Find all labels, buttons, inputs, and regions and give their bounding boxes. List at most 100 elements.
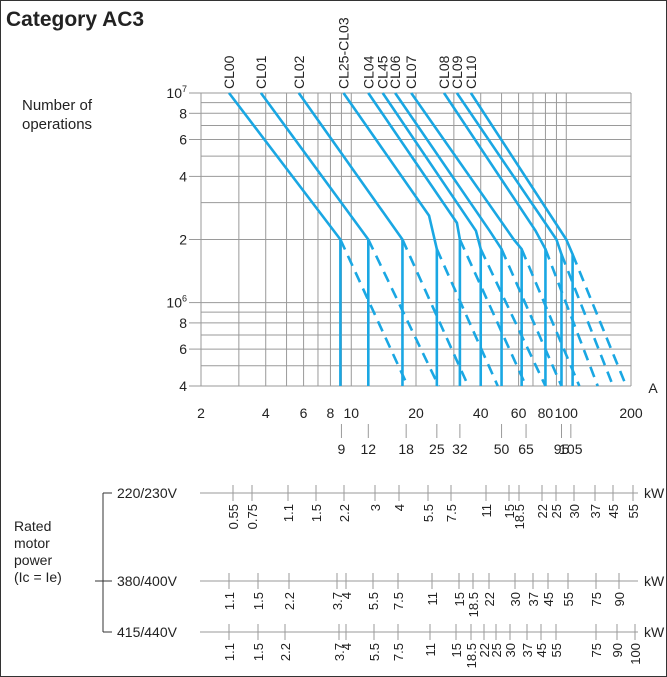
power-value-label: 4 (339, 592, 354, 599)
power-value-label: 15 (452, 592, 467, 606)
series-label: CL06 (387, 55, 403, 89)
power-value-label: 3.7 (330, 592, 345, 610)
x-axis-unit-label: A (648, 380, 658, 396)
x-tick-label: 200 (619, 405, 643, 421)
power-unit-label: kW (644, 573, 665, 589)
series-cl45-solid (381, 92, 483, 386)
series-cl07-solid (410, 92, 523, 386)
series-label: CL07 (403, 55, 419, 89)
rated-current-label: 18 (398, 441, 414, 457)
chart-title: Category AC3 (6, 8, 145, 31)
series-label: CL04 (360, 55, 376, 89)
rated-label-line: Rated (14, 518, 52, 534)
series-cl00-dashed (339, 238, 409, 387)
power-value-label: 37 (526, 592, 541, 606)
power-value-label: 30 (508, 592, 523, 606)
series-label: CL25-CL03 (335, 17, 351, 89)
power-value-label: 1.5 (309, 504, 324, 522)
x-tick-label: 4 (262, 405, 270, 421)
power-value-label: 4 (339, 643, 354, 650)
power-value-label: 1.1 (222, 643, 237, 661)
rated-label-line: (Ic = Ie) (14, 569, 62, 585)
y-tick-label: 4 (179, 168, 187, 184)
y-tick-label: 8 (179, 105, 187, 121)
power-value-label: 45 (541, 592, 556, 606)
series-cl45-dashed (479, 248, 547, 387)
power-value-label: 5.5 (367, 643, 382, 661)
y-tick-label: 107 (166, 84, 187, 101)
rated-current-label: 25 (429, 441, 445, 457)
power-value-label: 1.5 (251, 643, 266, 661)
y-tick-label: 4 (179, 378, 187, 394)
power-value-label: 100 (628, 643, 643, 665)
rated-label-line: power (14, 552, 53, 568)
voltage-label: 380/400V (117, 573, 178, 589)
x-tick-label: 100 (555, 405, 579, 421)
series-cl04-dashed (458, 238, 528, 387)
y-tick-label: 8 (179, 315, 187, 331)
power-value-label: 25 (489, 643, 504, 657)
power-value-label: 3 (368, 504, 383, 511)
x-tick-label: 6 (300, 405, 308, 421)
power-value-label: 2.2 (278, 643, 293, 661)
x-tick-label: 80 (538, 405, 554, 421)
power-value-label: 18.5 (512, 504, 527, 529)
x-tick-label: 60 (511, 405, 527, 421)
power-value-label: 7.5 (391, 592, 406, 610)
power-value-label: 2.2 (282, 592, 297, 610)
x-tick-label: 20 (408, 405, 424, 421)
power-value-label: 37 (520, 643, 535, 657)
series-label: CL10 (463, 55, 479, 89)
power-value-label: 30 (567, 504, 582, 518)
x-tick-label: 8 (327, 405, 335, 421)
y-tick-label: 6 (179, 131, 187, 147)
power-value-label: 25 (549, 504, 564, 518)
power-unit-label: kW (644, 624, 665, 640)
power-value-label: 1.5 (251, 592, 266, 610)
power-value-label: 5.5 (421, 504, 436, 522)
y-axis-title: Number of operations (22, 97, 93, 133)
power-value-label: 22 (482, 592, 497, 606)
power-value-label: 4 (392, 504, 407, 511)
power-value-label: 0.75 (245, 504, 260, 529)
power-unit-label: kW (644, 485, 665, 501)
power-value-label: 3.7 (332, 643, 347, 661)
power-value-label: 90 (610, 643, 625, 657)
series-label: CL09 (449, 55, 465, 89)
power-value-label: 11 (425, 592, 440, 606)
power-value-label: 5.5 (366, 592, 381, 610)
rated-current-label: 12 (361, 441, 377, 457)
power-value-label: 2.2 (337, 504, 352, 522)
series-cl09-dashed (560, 253, 615, 387)
rated-current-label: 9 (338, 441, 346, 457)
power-value-label: 75 (589, 592, 604, 606)
series-cl04-solid (367, 92, 462, 386)
series-cl02-dashed (401, 238, 470, 387)
y-tick-label: 106 (166, 294, 187, 311)
y-tick-label: 2 (179, 232, 187, 248)
power-value-label: 30 (503, 643, 518, 657)
power-value-label: 37 (588, 504, 603, 518)
power-value-label: 18.5 (466, 592, 481, 617)
power-value-label: 15 (502, 504, 517, 518)
power-value-label: 22 (477, 643, 492, 657)
power-value-label: 55 (549, 643, 564, 657)
power-value-label: 7.5 (391, 643, 406, 661)
rated-current-label: 50 (494, 441, 510, 457)
power-value-label: 1.1 (281, 504, 296, 522)
series-cl25-cl03-dashed (435, 248, 499, 387)
voltage-label: 220/230V (117, 485, 178, 501)
power-value-label: 90 (612, 592, 627, 606)
rated-current-label: 65 (518, 441, 534, 457)
series-label: CL01 (253, 55, 269, 89)
x-tick-label: 40 (473, 405, 489, 421)
series-label: CL45 (375, 55, 391, 89)
power-value-label: 1.1 (222, 592, 237, 610)
x-tick-label: 2 (197, 405, 205, 421)
power-value-label: 75 (589, 643, 604, 657)
rated-motor-power-label: Rated motor power (Ic = Ie) (14, 518, 94, 586)
power-value-label: 0.55 (226, 504, 241, 529)
power-value-label: 45 (606, 504, 621, 518)
power-value-label: 45 (534, 643, 549, 657)
